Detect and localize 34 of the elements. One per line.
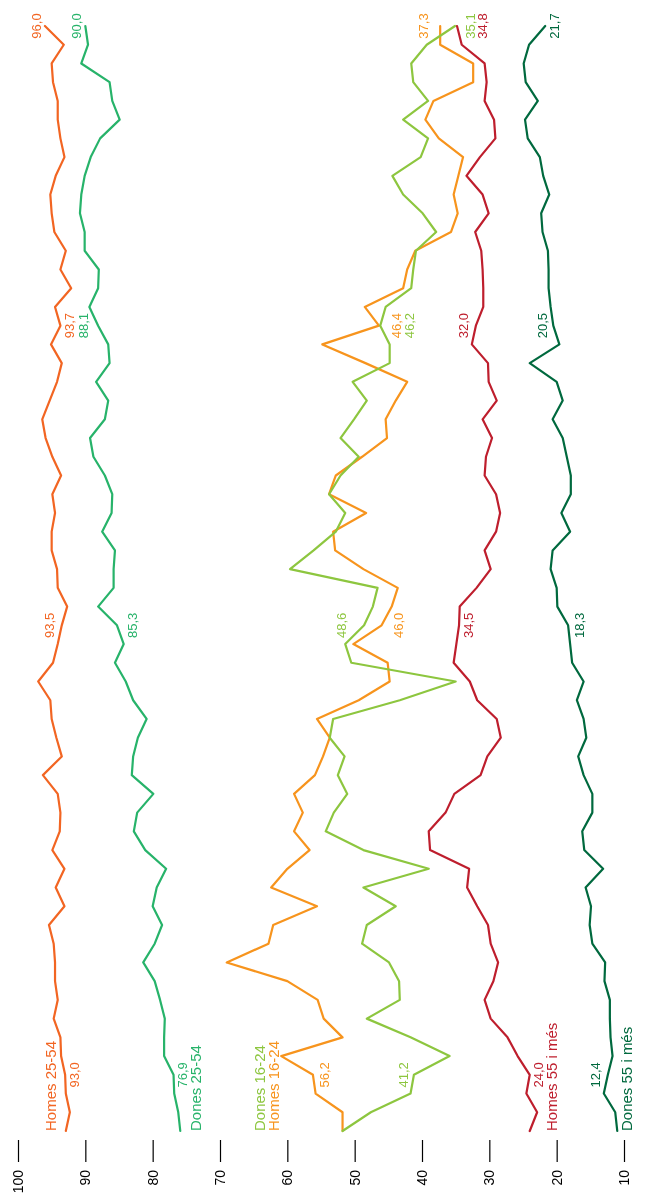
- text: Homes 25-54: [41, 1040, 59, 1131]
- data-label: 35,1: [462, 13, 478, 39]
- data-label: 37,3: [416, 13, 432, 39]
- x-tick-label: 50: [346, 1169, 363, 1186]
- data-label: 88,1: [76, 313, 92, 339]
- text: Dones 55 i més: [618, 1026, 636, 1131]
- data-label: 46,2: [401, 313, 417, 339]
- data-label: 96,0: [28, 13, 44, 39]
- x-tick-label: 100: [9, 1169, 26, 1194]
- x-tick-label: 30: [481, 1169, 498, 1186]
- x-tick-label: 90: [77, 1169, 94, 1186]
- x-tick-label: 80: [144, 1169, 161, 1186]
- data-label: 12,4: [587, 1062, 603, 1088]
- data-label: 93,7: [62, 313, 78, 339]
- data-label: 20,5: [535, 313, 551, 339]
- data-label: 93,0: [66, 1062, 82, 1088]
- data-label: 21,7: [546, 13, 562, 39]
- x-tick-label: 70: [211, 1169, 228, 1186]
- data-label: 18,3: [571, 612, 587, 638]
- x-tick-label: 10: [615, 1169, 632, 1186]
- data-label: 90,0: [69, 13, 85, 39]
- data-label: 46,4: [388, 313, 404, 339]
- data-label: 46,0: [391, 612, 407, 638]
- data-label: 76,9: [175, 1062, 191, 1088]
- data-label: 34,5: [460, 612, 476, 638]
- data-label: 93,5: [41, 612, 57, 638]
- data-label: 85,3: [124, 612, 140, 638]
- data-label: 56,2: [316, 1062, 332, 1088]
- x-tick-label: 60: [279, 1169, 296, 1186]
- x-tick-label: 40: [413, 1169, 430, 1186]
- data-label: 48,6: [334, 612, 350, 638]
- data-label: 32,0: [455, 313, 471, 339]
- x-tick-label: 20: [548, 1169, 565, 1186]
- data-label: 41,2: [395, 1062, 411, 1088]
